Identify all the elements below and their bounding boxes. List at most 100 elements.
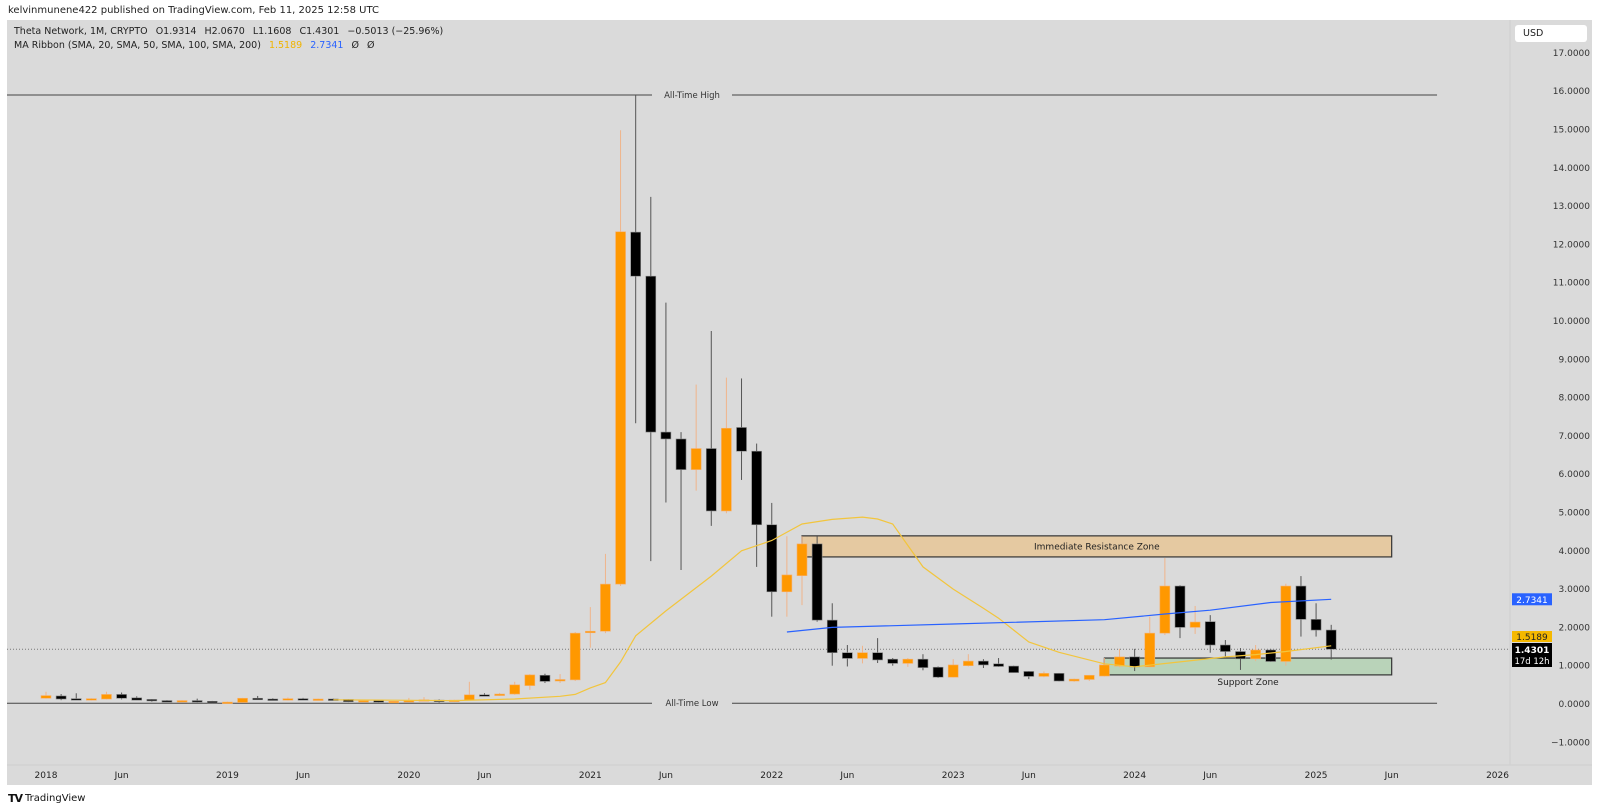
candle-body [811,543,823,621]
candle-body [963,660,974,667]
price-tick-label: 1.0000 [1559,662,1591,672]
candle-body [494,693,505,696]
candle-body [1114,656,1125,667]
candle-body [766,524,778,593]
candle-body [282,698,294,701]
candle-body [1295,585,1307,620]
candle-body [101,694,112,700]
candle-body [40,695,52,699]
candle-body [751,450,762,526]
candle-body [1310,619,1322,631]
candle-body [1008,665,1019,673]
candle-body [826,619,838,653]
time-tick-label: 2022 [760,771,783,781]
candle-body [705,448,717,512]
candle-body [388,701,400,704]
ohlc-close: C1.4301 [299,26,340,37]
candle-body [781,574,793,593]
time-tick-label: Jun [1384,771,1399,781]
candle-body [721,427,732,512]
time-tick-label: Jun [476,771,491,781]
ma50-line [786,598,1332,633]
ma4-value: Ø [367,40,375,51]
candle-body [161,700,173,703]
time-tick-label: Jun [1202,771,1217,781]
ohlc-high: H2.0670 [204,26,245,37]
candle-body [978,660,989,666]
candle-body [630,231,641,277]
ohlc-change: −0.5013 (−25.96%) [347,26,444,37]
ma50-price-tag-text: 2.7341 [1516,596,1548,606]
price-tick-label: 10.0000 [1553,317,1590,327]
price-tick-label: 9.0000 [1559,355,1591,365]
resistance-zone-label: Immediate Resistance Zone [1034,542,1160,552]
time-tick-label: 2021 [579,771,602,781]
candle-body [1068,678,1080,682]
price-tick-label: 6.0000 [1559,470,1591,480]
time-tick-label: Jun [1021,771,1036,781]
candle-body [176,700,188,703]
candle-body [312,698,324,701]
ma2-value: 2.7341 [310,40,344,51]
candle-body [1144,632,1156,668]
time-tick-label: Jun [658,771,673,781]
horizontal-lines-layer: All-Time High All-Time Low [7,91,1510,709]
candle-body [222,701,233,704]
candle-body [615,231,626,585]
candle-body [1280,585,1292,662]
candle-body [569,632,581,681]
symbol-name: Theta Network, 1M, CRYPTO [14,26,148,37]
price-tick-label: 3.0000 [1559,585,1591,595]
footer-logo[interactable]: TV TradingView [8,792,85,805]
candle-body [70,698,82,701]
footer-logo-text: TradingView [25,793,86,804]
candle-body [796,543,808,576]
candle-body [842,652,853,659]
ma50-price-tag [1512,593,1552,606]
candle-body [237,697,248,703]
currency-button[interactable]: USD [1515,25,1587,42]
price-tick-label: 0.0000 [1559,700,1591,710]
candle-body [539,674,551,682]
price-tick-label: −1.0000 [1551,738,1590,748]
price-tick-label: 14.0000 [1553,164,1590,174]
candle-body [902,658,914,664]
candle-body [1189,621,1201,628]
candle-body [993,663,1004,667]
tradingview-logo-icon: TV [8,792,23,805]
candle-body [267,698,279,701]
symbol-legend[interactable]: Theta Network, 1M, CRYPTO O1.9314 H2.067… [14,26,448,37]
candle-body [191,700,203,703]
candle-body [373,700,384,703]
candle-body [1325,629,1337,650]
price-axis[interactable]: 17.0000 16.0000 15.0000 14.0000 13.0000 12.00… [1551,49,1590,748]
price-tick-label: 7.0000 [1559,432,1591,442]
price-tick-label: 11.0000 [1553,279,1590,289]
candle-body [207,701,218,704]
candle-body [1083,674,1095,680]
candle-body [1053,673,1065,682]
candle-body [297,698,309,701]
ma3-value: Ø [351,40,359,51]
candle-body [146,699,158,702]
candle-body [1159,585,1171,634]
candle-body [1129,656,1140,668]
indicator-legend[interactable]: MA Ribbon (SMA, 20, SMA, 50, SMA, 100, S… [14,40,380,51]
time-tick-label: Jun [114,771,129,781]
ohlc-low: L1.1608 [252,26,292,37]
candle-body [1099,664,1110,677]
candle-body [1038,673,1050,677]
candle-body [116,694,127,699]
time-axis[interactable]: 2018 Jun 2019 Jun 2020 Jun 2021 Jun 2022 Jun 2023 J… [35,771,1510,781]
candle-body [1023,671,1035,677]
price-tick-label: 12.0000 [1553,240,1590,250]
candle-body [600,583,611,632]
candle-body [585,630,596,634]
candle-body [55,695,67,700]
ath-label: All-Time High [664,91,720,101]
candle-body [524,674,536,686]
candle-body [1220,644,1231,652]
candle-body [479,694,490,697]
